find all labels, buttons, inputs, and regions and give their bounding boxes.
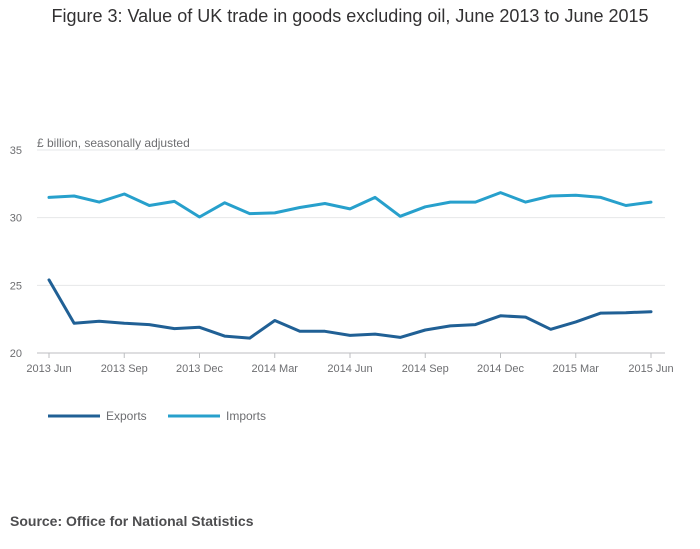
x-tick-label: 2015 Mar [553,363,600,375]
x-tick-label: 2014 Mar [252,363,299,375]
series-line-imports [47,191,653,219]
x-tick-label: 2013 Sep [101,363,148,375]
series-lines [47,191,653,340]
x-tick-label: 2013 Jun [26,363,71,375]
chart-title: Figure 3: Value of UK trade in goods exc… [51,6,649,26]
series-line-exports [47,278,653,340]
y-tick-label: 35 [10,145,22,157]
legend: Exports Imports [48,409,266,423]
y-axis-unit-label: £ billion, seasonally adjusted [37,136,190,150]
legend-label-exports: Exports [106,409,147,423]
gridlines [37,149,665,354]
legend-label-imports: Imports [226,409,266,423]
y-tick-label: 20 [10,348,22,360]
y-tick-label: 30 [10,213,22,225]
x-tick-label: 2014 Jun [327,363,372,375]
y-tick-label: 25 [10,280,22,292]
y-axis-ticks: 20 25 30 35 [10,145,22,360]
x-tick-label: 2014 Dec [477,363,525,375]
x-tick-label: 2014 Sep [402,363,449,375]
x-tick-label: 2013 Dec [176,363,224,375]
x-axis: 2013 Jun 2013 Sep 2013 Dec 2014 Mar 2014 Jun… [26,353,674,375]
source-note: Source: Office for National Statistics [10,513,254,529]
x-tick-label: 2015 Jun [628,363,673,375]
